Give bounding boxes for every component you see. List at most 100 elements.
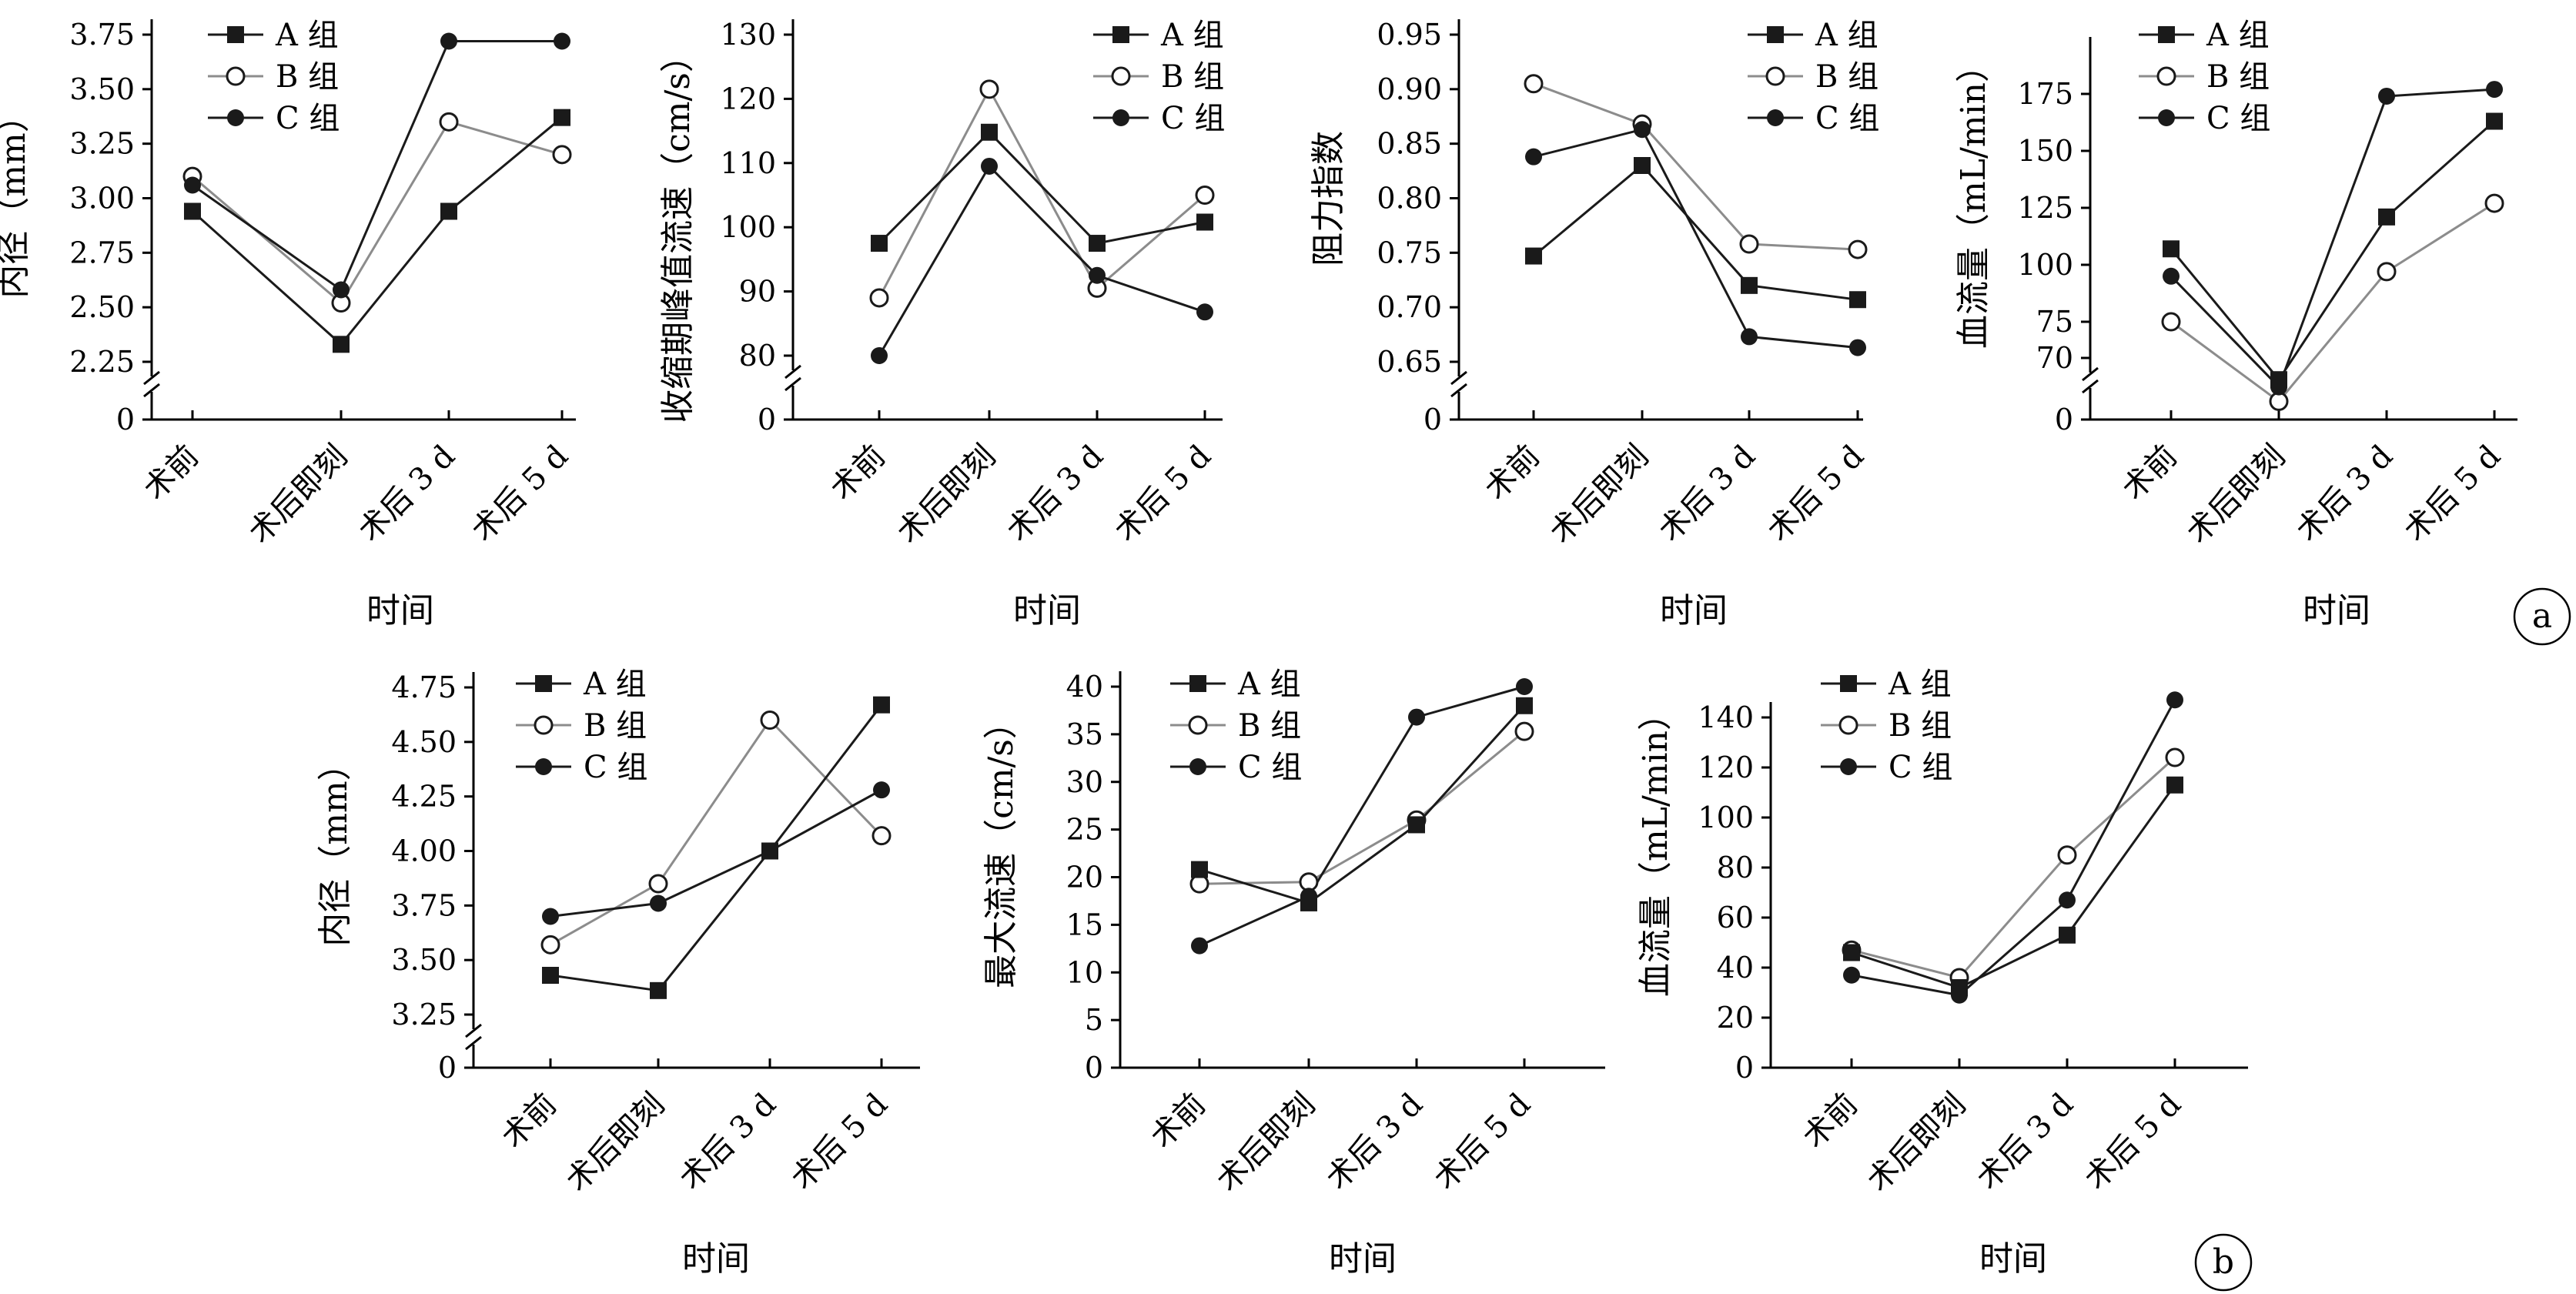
x-tick-label: 术后 3 d — [2290, 439, 2400, 549]
legend-label-B: B 组 — [1815, 59, 1878, 95]
y-tick-label: 0 — [1735, 1051, 1754, 1085]
legend-marker-C — [1189, 758, 1206, 775]
data-point-C — [184, 176, 201, 194]
data-point-A — [2166, 776, 2183, 794]
data-point-C — [650, 894, 667, 912]
legend-label-B: B 组 — [584, 708, 647, 744]
y-tick-label: 130 — [720, 18, 776, 52]
data-point-C — [1196, 303, 1213, 321]
series-line-A — [191, 116, 563, 346]
data-point-C — [554, 32, 570, 50]
y-tick-label: 3.75 — [391, 888, 457, 922]
series-line-A — [2170, 120, 2495, 382]
data-point-C — [2163, 267, 2180, 285]
y-axis-title: 血流量（mL/min） — [1636, 697, 1675, 997]
data-point-A — [184, 202, 201, 220]
data-point-B — [869, 288, 889, 308]
legend-label-C: C 组 — [1889, 750, 1952, 785]
legend-label-B: B 组 — [276, 59, 339, 95]
x-tick-label: 术后即刻 — [2180, 439, 2292, 551]
data-point-A — [542, 967, 559, 984]
legend-marker-A — [1840, 675, 1857, 692]
data-point-A — [1408, 816, 1425, 834]
y-tick-label: 40 — [1066, 670, 1103, 704]
axis-break-mark — [143, 370, 160, 386]
y-tick-label: 3.50 — [391, 943, 457, 977]
y-tick-label: 175 — [2017, 77, 2073, 111]
y-axis-title: 内径（mm） — [0, 99, 33, 298]
x-tick-label: 术前 — [137, 439, 206, 507]
series-line-C — [192, 40, 562, 292]
data-point-A — [2163, 240, 2180, 258]
data-point-B — [1514, 721, 1534, 741]
axis-break-mark — [465, 1023, 482, 1038]
y-tick-label: 0.65 — [1377, 345, 1442, 379]
data-point-C — [2166, 691, 2183, 709]
x-tick-label: 术前 — [1478, 439, 1547, 507]
axis-break-mark — [1450, 370, 1467, 386]
data-point-B — [552, 145, 572, 165]
data-point-B — [2057, 845, 2077, 865]
data-point-C — [1516, 678, 1533, 695]
y-tick-label: 3.00 — [69, 182, 135, 216]
y-tick-label: 15 — [1066, 908, 1103, 941]
legend-marker-A — [227, 26, 244, 43]
y-tick-label: 80 — [1717, 851, 1754, 884]
series-line-C — [878, 164, 1206, 356]
series-line-B — [1533, 82, 1858, 251]
data-point-A — [554, 109, 570, 126]
legend-marker-C — [1112, 109, 1129, 126]
legend-marker-C — [2158, 109, 2175, 126]
data-point-C — [2486, 81, 2503, 99]
data-point-C — [1300, 888, 1317, 905]
x-tick-label: 术后 3 d — [1320, 1087, 1430, 1197]
legend-label-B: B 组 — [1161, 59, 1224, 95]
data-point-B — [439, 112, 459, 132]
data-point-A — [981, 123, 998, 141]
y-tick-label: 0 — [758, 403, 776, 436]
data-point-B — [648, 874, 668, 894]
legend-label-C: C 组 — [276, 101, 340, 136]
y-tick-label: 3.75 — [69, 18, 135, 52]
y-tick-label: 5 — [1085, 1003, 1103, 1037]
legend-label-A: A 组 — [1888, 667, 1952, 702]
series-line-C — [550, 788, 882, 918]
x-axis-title: 时间 — [2303, 591, 2370, 630]
y-tick-label: 75 — [2036, 305, 2073, 339]
data-point-A — [440, 202, 457, 220]
x-tick-label: 术后即刻 — [1209, 1087, 1322, 1199]
y-tick-label: 3.25 — [69, 127, 135, 161]
panel-label-a: a — [2532, 597, 2552, 636]
axis-break-mark — [2082, 366, 2099, 382]
y-tick-label: 0.95 — [1377, 18, 1442, 52]
series-line-A — [1851, 784, 2176, 989]
legend-marker-B — [1111, 66, 1131, 86]
data-point-A — [1525, 247, 1542, 265]
data-point-C — [2378, 87, 2395, 105]
legend-marker-A — [535, 675, 552, 692]
legend-label-C: C 组 — [2206, 101, 2270, 136]
y-axis-title: 内径（mm） — [316, 747, 355, 946]
series-line-B — [1199, 731, 1525, 885]
data-point-C — [2270, 378, 2287, 396]
legend-marker-A — [1189, 675, 1206, 692]
y-tick-label: 40 — [1717, 951, 1754, 985]
legend-label-A: A 组 — [1815, 18, 1878, 53]
y-tick-label: 0.90 — [1377, 72, 1442, 106]
x-tick-label: 术后 5 d — [465, 439, 575, 549]
x-tick-label: 术前 — [1796, 1087, 1865, 1155]
y-tick-label: 35 — [1066, 717, 1103, 751]
x-tick-label: 术后即刻 — [1543, 439, 1655, 551]
y-tick-label: 125 — [2017, 191, 2073, 225]
data-point-B — [1524, 74, 1544, 94]
series-line-B — [192, 120, 563, 305]
data-point-C — [542, 908, 559, 925]
panel-label-b-circle — [2194, 1233, 2253, 1292]
y-tick-label: 4.00 — [391, 834, 457, 868]
data-point-C — [1634, 121, 1651, 139]
data-point-B — [1848, 239, 1868, 259]
